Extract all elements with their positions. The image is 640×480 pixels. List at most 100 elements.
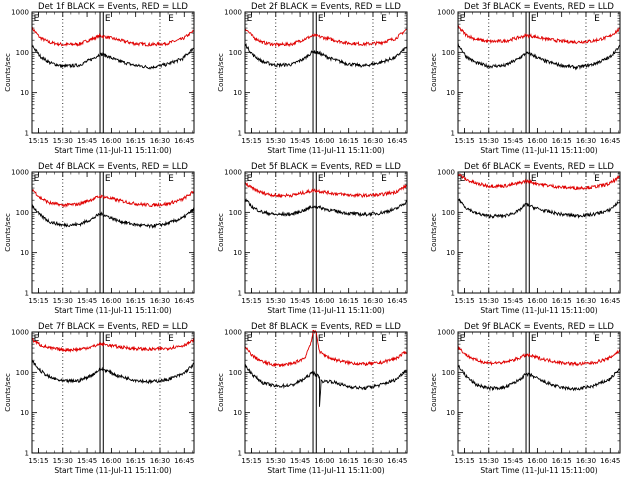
detector-panel: Det 3f BLACK = Events, RED = LLD Counts/s… xyxy=(430,2,621,155)
y-axis-label: Counts/sec xyxy=(4,373,12,412)
x-tick-label: 16:00 xyxy=(101,297,121,305)
y-axis-label: Counts/sec xyxy=(217,213,225,252)
plot-frame xyxy=(457,171,621,294)
y-tick-label: 1000 xyxy=(224,169,242,177)
x-tick-label: 15:15 xyxy=(28,297,48,305)
detector-panel: Det 7f BLACK = Events, RED = LLD Counts/s… xyxy=(4,322,195,475)
plot-frame xyxy=(244,331,408,454)
events-series-line xyxy=(31,359,195,385)
y-axis-label: Counts/sec xyxy=(4,213,12,252)
panel-title: Det 6f BLACK = Events, RED = LLD xyxy=(464,162,614,172)
lld-series-line xyxy=(244,329,408,368)
y-tick-label: 1000 xyxy=(11,9,29,17)
y-tick-label: 1 xyxy=(25,290,29,298)
event-marker: E xyxy=(381,334,387,344)
y-tick-label: 100 xyxy=(442,49,455,57)
x-tick-label: 16:15 xyxy=(339,457,359,465)
detector-panel: Det 9f BLACK = Events, RED = LLD Counts/s… xyxy=(430,322,621,475)
x-tick-label: 15:45 xyxy=(77,137,97,145)
y-tick-label: 10 xyxy=(446,249,455,257)
x-tick-label: 15:45 xyxy=(290,137,310,145)
x-axis-label: Start Time (11-Jul-11 15:11:00) xyxy=(480,146,597,155)
x-tick-label: 16:45 xyxy=(174,137,194,145)
detector-panel: Det 1f BLACK = Events, RED = LLD Counts/s… xyxy=(4,2,195,155)
x-tick-label: 15:15 xyxy=(241,457,261,465)
event-marker: E xyxy=(460,174,466,184)
x-tick-label: 15:30 xyxy=(53,457,73,465)
y-tick-label: 100 xyxy=(442,369,455,377)
events-series-line xyxy=(457,364,621,392)
x-tick-label: 15:30 xyxy=(479,297,499,305)
x-tick-label: 15:15 xyxy=(28,457,48,465)
x-tick-label: 16:00 xyxy=(101,137,121,145)
x-tick-label: 16:30 xyxy=(150,137,170,145)
plot-frame xyxy=(457,331,621,454)
x-tick-label: 16:00 xyxy=(527,297,547,305)
x-tick-label: 15:30 xyxy=(479,457,499,465)
panel-title: Det 2f BLACK = Events, RED = LLD xyxy=(251,2,401,12)
x-tick-label: 16:00 xyxy=(314,297,334,305)
plot-frame xyxy=(244,171,408,294)
event-marker: E xyxy=(318,14,324,24)
x-tick-label: 16:15 xyxy=(552,457,572,465)
events-series-line xyxy=(31,204,195,229)
y-tick-label: 1000 xyxy=(224,9,242,17)
y-tick-label: 1 xyxy=(451,130,455,138)
x-tick-label: 16:15 xyxy=(552,297,572,305)
y-axis-label: Counts/sec xyxy=(4,53,12,92)
x-tick-label: 15:15 xyxy=(28,137,48,145)
lld-series-line xyxy=(457,173,621,191)
y-tick-label: 100 xyxy=(442,209,455,217)
panel-title: Det 3f BLACK = Events, RED = LLD xyxy=(464,2,614,12)
plot-frame xyxy=(31,171,195,294)
y-tick-label: 1 xyxy=(238,450,242,458)
y-tick-label: 100 xyxy=(229,369,242,377)
y-tick-label: 10 xyxy=(20,249,29,257)
x-axis-label: Start Time (11-Jul-11 15:11:00) xyxy=(480,466,597,475)
x-tick-label: 16:45 xyxy=(387,137,407,145)
panel-title: Det 4f BLACK = Events, RED = LLD xyxy=(38,162,188,172)
x-tick-label: 16:30 xyxy=(363,457,383,465)
detector-panel: Det 4f BLACK = Events, RED = LLD Counts/s… xyxy=(4,162,195,315)
events-series-line xyxy=(244,198,408,218)
x-tick-label: 16:15 xyxy=(126,297,146,305)
panel-title: Det 9f BLACK = Events, RED = LLD xyxy=(464,322,614,332)
events-series-line xyxy=(457,198,621,219)
x-tick-label: 15:15 xyxy=(241,137,261,145)
x-axis-label: Start Time (11-Jul-11 15:11:00) xyxy=(267,466,384,475)
y-tick-label: 10 xyxy=(20,89,29,97)
events-series-line xyxy=(457,42,621,71)
y-tick-label: 1 xyxy=(238,130,242,138)
x-tick-label: 15:30 xyxy=(266,137,286,145)
y-tick-label: 10 xyxy=(233,409,242,417)
y-tick-label: 100 xyxy=(16,49,29,57)
event-marker: E xyxy=(34,14,40,24)
y-tick-label: 1000 xyxy=(437,169,455,177)
x-tick-label: 16:15 xyxy=(339,137,359,145)
x-tick-label: 15:45 xyxy=(77,457,97,465)
lld-series-line xyxy=(244,181,408,199)
y-axis-label: Counts/sec xyxy=(430,53,438,92)
y-tick-label: 10 xyxy=(446,89,455,97)
detector-panel: Det 2f BLACK = Events, RED = LLD Counts/s… xyxy=(217,2,408,155)
event-marker: E xyxy=(168,334,174,344)
y-tick-label: 10 xyxy=(446,409,455,417)
y-axis-label: Counts/sec xyxy=(217,53,225,92)
x-tick-label: 16:45 xyxy=(600,137,620,145)
y-axis-label: Counts/sec xyxy=(217,373,225,412)
x-tick-label: 15:30 xyxy=(266,457,286,465)
x-tick-label: 16:00 xyxy=(101,457,121,465)
x-tick-label: 15:45 xyxy=(503,457,523,465)
plot-frame xyxy=(31,331,195,454)
x-tick-label: 16:30 xyxy=(150,297,170,305)
event-marker: E xyxy=(318,334,324,344)
lld-series-line xyxy=(458,25,621,45)
panel-title: Det 8f BLACK = Events, RED = LLD xyxy=(251,322,401,332)
x-tick-label: 16:15 xyxy=(126,137,146,145)
event-marker: E xyxy=(460,334,466,344)
y-tick-label: 100 xyxy=(229,49,242,57)
lld-series-line xyxy=(31,27,195,47)
x-tick-label: 16:30 xyxy=(150,457,170,465)
event-marker: E xyxy=(168,174,174,184)
event-marker: E xyxy=(594,334,600,344)
